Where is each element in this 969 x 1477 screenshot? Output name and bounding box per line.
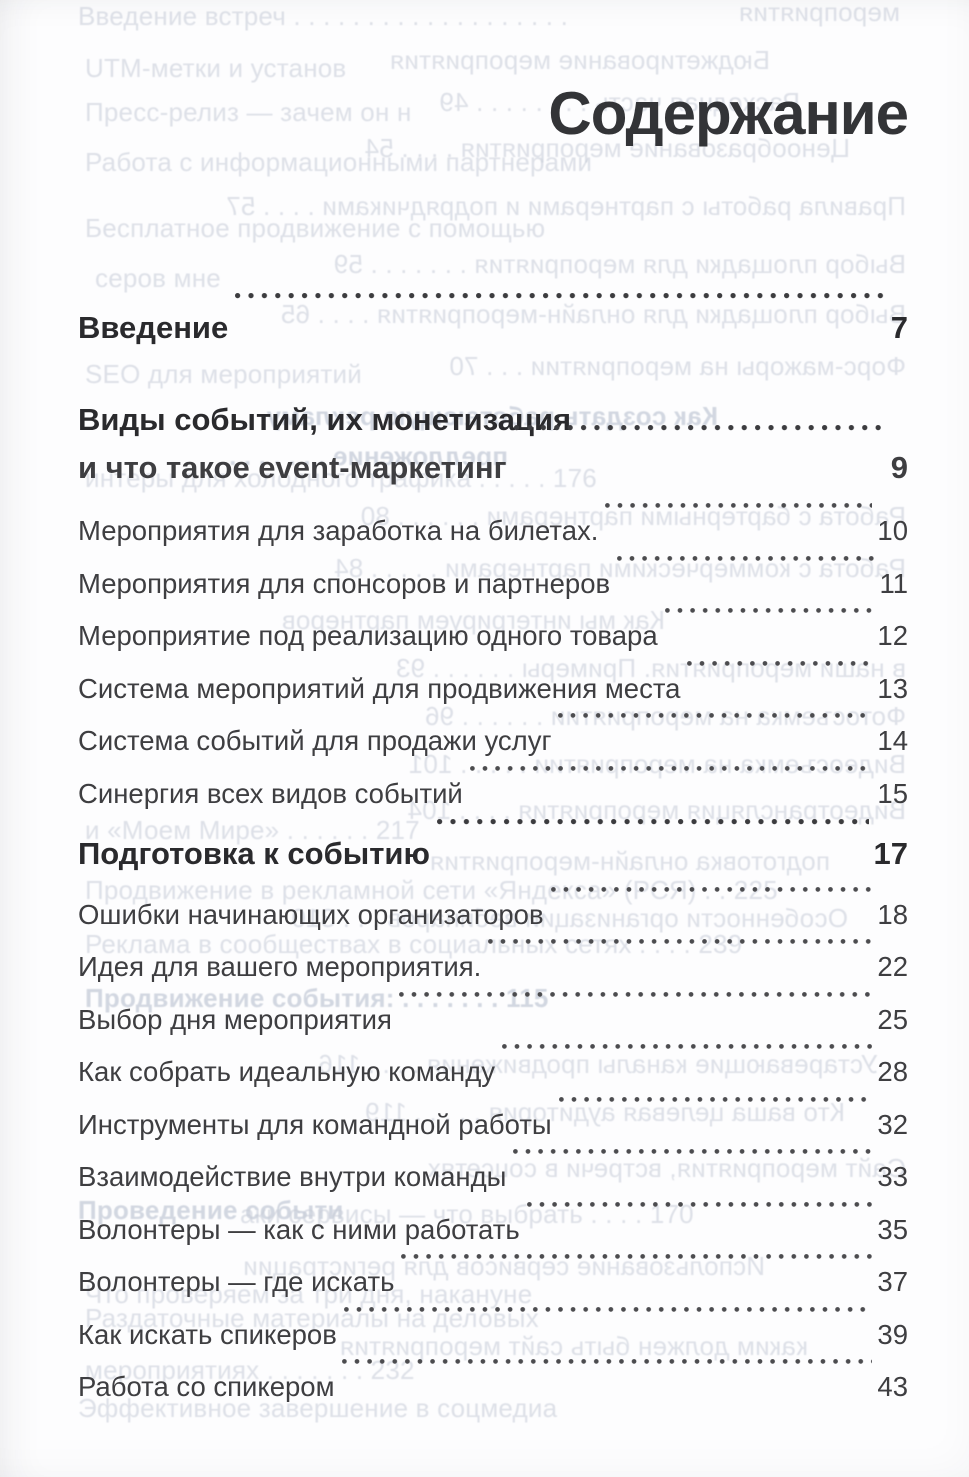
toc-page-number: 7	[890, 310, 908, 345]
bleedthrough-text: серов мне	[95, 263, 221, 293]
bleedthrough-text: Бесплатное продвижение с помощью	[85, 213, 546, 243]
toc-entry-label: Мероприятия для спонсоров и партнеров	[78, 567, 611, 599]
toc-entry: и что такое event-маркетинг 9	[78, 425, 908, 492]
toc-entry: Как собрать идеальную команду 28	[78, 1044, 908, 1089]
toc-entry-label: Ошибки начинающих организаторов	[78, 898, 544, 930]
toc-entry-label: Идея для вашего мероприятия.	[78, 951, 482, 982]
toc-page-number: 17	[873, 835, 908, 871]
toc-entry-label: Система событий для продажи услуг	[78, 725, 552, 756]
toc-page-number: 25	[877, 1003, 908, 1035]
toc-entry: Мероприятия для заработка на билетах. 10	[78, 503, 908, 548]
toc-page-number: 11	[879, 567, 908, 599]
toc-entry-label: Мероприятие под реализацию одного товара	[78, 620, 658, 651]
bleedthrough-text: Бюджетирование мероприятия	[389, 45, 770, 75]
toc-entry: Как искать спикеров 39	[78, 1306, 908, 1352]
toc-entry-label: Волонтеры — как с ними работать	[78, 1213, 520, 1245]
bleedthrough-text: Введение встреч . . . . . . . . . . . . …	[78, 1, 569, 31]
toc-entry-label: Синергия всех видов событий	[78, 777, 463, 809]
toc-entry: Мероприятие под реализацию одного товара…	[78, 608, 908, 653]
toc-page-number: 13	[877, 672, 908, 704]
toc-entry: Мероприятия для спонсоров и партнеров 11	[78, 555, 908, 601]
toc-page-number: 37	[877, 1266, 908, 1297]
toc-entry: Волонтеры — где искать 37	[78, 1254, 908, 1299]
toc-page-number: 12	[877, 620, 908, 651]
toc-page-number: 33	[877, 1161, 908, 1192]
toc-page-number: 39	[877, 1318, 908, 1350]
toc-page-number: 15	[877, 777, 908, 809]
toc-page-number: 14	[877, 725, 908, 756]
toc-entry: Работа со спикером 43	[78, 1359, 908, 1404]
toc-entry-label: Выбор дня мероприятия	[78, 1003, 392, 1035]
toc-entry-label: и что такое event-маркетинг	[78, 450, 507, 485]
toc-entry: Взаимодействие внутри команды 33	[78, 1149, 908, 1194]
toc-entry-label: Введение	[78, 310, 229, 345]
toc-page-number: 22	[877, 951, 908, 982]
bleedthrough-text: Выбор площадки для мероприятия . . . . .…	[333, 249, 906, 279]
toc-page-number: 9	[890, 450, 908, 485]
bleedthrough-text: Правила работы с партнерами и подрядчика…	[226, 191, 906, 221]
toc-page-number: 35	[877, 1213, 908, 1245]
toc-entry: Идея для вашего мероприятия. 22	[78, 939, 908, 984]
toc-page-number: 18	[877, 898, 908, 930]
toc-entry: Подготовка к событию 17	[78, 818, 908, 874]
table-of-contents: Введение 7 Виды событий, их монетизация и ч…	[78, 293, 908, 1423]
toc-entry: Волонтеры — как с ними работать 35	[78, 1201, 908, 1247]
toc-page-number: 28	[877, 1056, 908, 1087]
toc-entry: Система событий для продажи услуг 14	[78, 713, 908, 758]
toc-entry-label: Подготовка к событию	[78, 835, 430, 871]
bleedthrough-text: UTM-метки и установ	[85, 53, 347, 83]
bleedthrough-text: мероприятия	[738, 0, 900, 27]
toc-entry-label: Как собрать идеальную команду	[78, 1056, 496, 1087]
toc-page-number: 32	[877, 1108, 908, 1140]
toc-entry: Виды событий, их монетизация и что такое …	[78, 396, 908, 492]
toc-entry: Система мероприятий для продвижения мест…	[78, 660, 908, 706]
toc-entry: Ошибки начинающих организаторов 18	[78, 886, 908, 932]
toc-page-number: 10	[877, 515, 908, 546]
toc-entry: Введение 7	[78, 293, 908, 348]
toc-entry: Синергия всех видов событий 15	[78, 765, 908, 811]
toc-entry-label: Взаимодействие внутри команды	[78, 1161, 507, 1192]
toc-entry-label: Работа со спикером	[78, 1371, 335, 1402]
bleedthrough-text: Пресс-релиз — зачем он н	[85, 97, 412, 127]
toc-entry-label: Волонтеры — где искать	[78, 1266, 395, 1297]
toc-entry-label: Виды событий, их монетизация	[78, 402, 572, 437]
page-title: Содержание	[548, 80, 909, 147]
toc-page-number: 43	[877, 1371, 908, 1402]
toc-entry-label: Инструменты для командной работы	[78, 1108, 552, 1140]
toc-entry: Выбор дня мероприятия 25	[78, 991, 908, 1037]
toc-entry-label: Мероприятия для заработка на билетах.	[78, 515, 599, 546]
bleedthrough-text: Работа с информационными партнерами	[85, 147, 593, 177]
toc-entry-label: Система мероприятий для продвижения мест…	[78, 672, 681, 704]
toc-entry: Инструменты для командной работы 32	[78, 1096, 908, 1142]
toc-entry-label: Как искать спикеров	[78, 1318, 337, 1350]
